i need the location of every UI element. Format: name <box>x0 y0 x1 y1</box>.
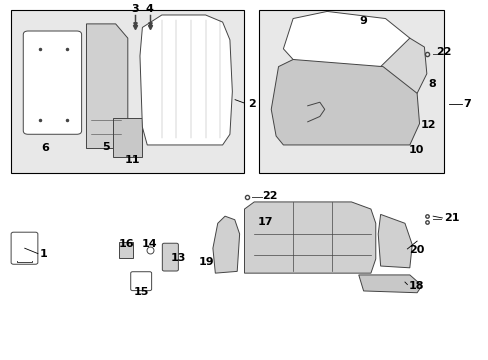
Polygon shape <box>283 12 409 67</box>
Text: 6: 6 <box>41 143 49 153</box>
Text: 18: 18 <box>408 280 424 291</box>
Text: 13: 13 <box>170 253 185 263</box>
Text: 11: 11 <box>124 155 140 165</box>
Text: 8: 8 <box>427 80 435 89</box>
Polygon shape <box>358 275 421 293</box>
Text: 22: 22 <box>262 190 277 201</box>
Text: 20: 20 <box>408 245 424 255</box>
FancyBboxPatch shape <box>130 272 151 291</box>
Text: 3: 3 <box>131 4 139 14</box>
Text: 5: 5 <box>102 142 109 152</box>
FancyBboxPatch shape <box>23 31 81 134</box>
Polygon shape <box>86 24 127 149</box>
Polygon shape <box>377 215 411 268</box>
Text: 22: 22 <box>436 47 451 57</box>
Polygon shape <box>140 15 232 145</box>
Text: 10: 10 <box>408 145 424 155</box>
Polygon shape <box>244 202 375 273</box>
Text: 9: 9 <box>359 16 367 26</box>
Polygon shape <box>212 216 239 273</box>
FancyBboxPatch shape <box>11 10 244 174</box>
Text: 4: 4 <box>145 4 153 14</box>
Text: 16: 16 <box>119 239 134 249</box>
Text: 7: 7 <box>462 99 470 109</box>
FancyBboxPatch shape <box>259 10 443 174</box>
FancyBboxPatch shape <box>119 242 132 258</box>
Text: 1: 1 <box>39 249 47 259</box>
Text: 17: 17 <box>257 216 273 226</box>
FancyBboxPatch shape <box>162 243 178 271</box>
FancyBboxPatch shape <box>11 232 38 264</box>
Text: 2: 2 <box>248 99 256 109</box>
Text: 21: 21 <box>443 213 458 223</box>
Polygon shape <box>271 59 419 145</box>
Text: 12: 12 <box>420 120 435 130</box>
Text: 14: 14 <box>142 239 157 249</box>
Text: 19: 19 <box>198 257 214 267</box>
Text: 15: 15 <box>133 287 149 297</box>
FancyBboxPatch shape <box>113 118 142 157</box>
Polygon shape <box>380 38 426 93</box>
